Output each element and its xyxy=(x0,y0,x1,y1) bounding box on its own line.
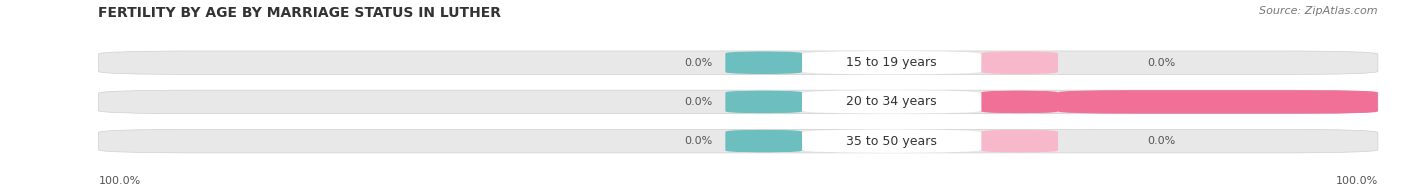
FancyBboxPatch shape xyxy=(98,90,1378,114)
FancyBboxPatch shape xyxy=(98,129,1378,153)
Text: 0.0%: 0.0% xyxy=(1147,58,1175,68)
FancyBboxPatch shape xyxy=(725,90,801,114)
Text: 0.0%: 0.0% xyxy=(685,136,713,146)
Text: FERTILITY BY AGE BY MARRIAGE STATUS IN LUTHER: FERTILITY BY AGE BY MARRIAGE STATUS IN L… xyxy=(98,6,502,20)
Text: Source: ZipAtlas.com: Source: ZipAtlas.com xyxy=(1260,6,1378,16)
Text: 100.0%: 100.0% xyxy=(1336,176,1378,186)
FancyBboxPatch shape xyxy=(981,129,1057,153)
Text: 0.0%: 0.0% xyxy=(685,97,713,107)
Text: 35 to 50 years: 35 to 50 years xyxy=(846,135,938,148)
FancyBboxPatch shape xyxy=(981,90,1057,114)
Text: 15 to 19 years: 15 to 19 years xyxy=(846,56,936,69)
FancyBboxPatch shape xyxy=(801,90,981,114)
FancyBboxPatch shape xyxy=(801,129,981,153)
Text: 20 to 34 years: 20 to 34 years xyxy=(846,95,936,108)
FancyBboxPatch shape xyxy=(725,51,801,74)
Text: 0.0%: 0.0% xyxy=(685,58,713,68)
FancyBboxPatch shape xyxy=(1057,90,1378,114)
Text: 0.0%: 0.0% xyxy=(1147,136,1175,146)
FancyBboxPatch shape xyxy=(725,129,801,153)
FancyBboxPatch shape xyxy=(981,51,1057,74)
Text: 100.0%: 100.0% xyxy=(98,176,141,186)
Text: 100.0%: 100.0% xyxy=(1391,97,1406,107)
FancyBboxPatch shape xyxy=(801,51,981,74)
FancyBboxPatch shape xyxy=(98,51,1378,74)
